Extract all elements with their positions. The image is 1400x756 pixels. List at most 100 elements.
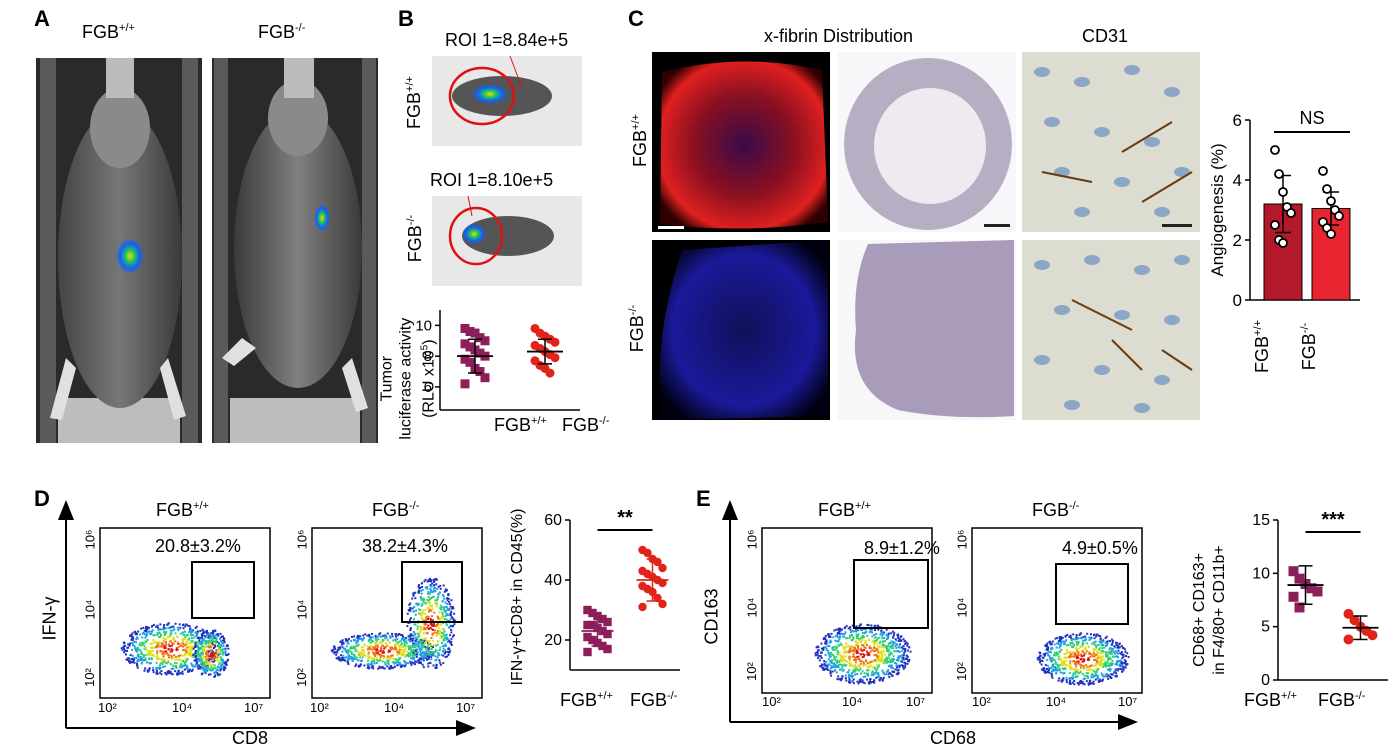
xfibrin-ihc-wt: [838, 52, 1016, 232]
mouse-image-wt: [36, 58, 202, 443]
y-tick-label: 8: [424, 348, 432, 365]
data-point: [1294, 602, 1305, 613]
data-point: [603, 644, 612, 654]
flow-e-ko-pct: 4.9±0.5%: [1062, 538, 1138, 558]
flow-d-wt-xtick-3: 10⁷: [244, 700, 264, 715]
flow-d-xlabel: CD8: [232, 728, 269, 748]
flow-plot-d-ko: [311, 527, 483, 699]
panel-label-e: E: [696, 486, 711, 511]
data-point: [475, 367, 485, 377]
chart-d-ifng: 20 40 60 **: [544, 507, 680, 671]
data-point: [638, 602, 647, 612]
panel-label-c: C: [628, 6, 644, 31]
data-point: [1334, 211, 1344, 221]
data-point: [460, 379, 470, 389]
flow-e-wt-ytick-bot: 10²: [743, 662, 759, 681]
tumor-ko-side-label: FGB-/-: [405, 214, 426, 263]
data-point: [658, 578, 667, 588]
xfibrin-ihc-ko: [838, 240, 1016, 420]
flow-d-ko-ytick-mid: 10⁴: [294, 599, 310, 620]
y-tick-label: 0: [1233, 291, 1242, 310]
flow-e-wt-pct: 8.9±1.2%: [864, 538, 940, 558]
flow-e-ko-ytick-mid: 10⁴: [954, 597, 970, 618]
gate-box: [401, 561, 463, 623]
flow-axes-e: [722, 500, 1138, 730]
cd31-stain-ko: [1022, 240, 1200, 420]
xfibrin-fluorescence-wt: [652, 52, 830, 232]
data-point: [1288, 591, 1299, 602]
data-point: [588, 620, 597, 630]
flow-e-ko-title: FGB-/-: [1032, 500, 1080, 520]
panel-c-wt-side-label: FGB+/+: [629, 114, 650, 167]
chart-d-xlabel-wt: FGB+/+: [560, 690, 613, 710]
flow-d-ko-ytick-top: 10⁶: [294, 529, 310, 550]
y-tick-label: 6: [1233, 111, 1242, 130]
chart-e-ylabel: CD68+ CD163+ in F4/80+ CD11b+: [1191, 545, 1228, 675]
y-tick-label: 20: [544, 632, 562, 649]
flow-d-wt-pct: 20.8±3.2%: [155, 536, 241, 556]
panel-label-a: A: [34, 6, 50, 31]
data-point: [603, 617, 612, 627]
panel-c-ko-side-label: FGB-/-: [627, 304, 648, 353]
chart-b-luciferase: 6 8 10: [415, 310, 580, 411]
data-point: [465, 357, 475, 367]
data-point: [658, 563, 667, 573]
data-point: [653, 557, 662, 567]
data-point: [1286, 208, 1296, 218]
panel-a-ko-title: FGB-/-: [258, 22, 306, 42]
data-point: [1306, 583, 1317, 594]
chart-c-xlabel-wt: FGB+/+: [1251, 320, 1272, 373]
gate-box: [853, 559, 929, 629]
flow-d-ko-pct: 38.2±4.3%: [362, 536, 448, 556]
flow-e-ko-ytick-top: 10⁶: [954, 529, 970, 550]
cd31-stain-wt: [1022, 52, 1200, 232]
flow-d-ylabel: IFN-γ: [39, 596, 60, 641]
data-point: [583, 647, 592, 657]
roi-wt-label: ROI 1=8.84e+5: [445, 30, 569, 50]
data-point: [1278, 238, 1288, 248]
flow-d-ko-title: FGB-/-: [372, 500, 420, 520]
y-tick-label: 40: [544, 572, 562, 589]
panel-label-b: B: [398, 6, 414, 31]
flow-e-wt-xtick-2: 10⁴: [842, 694, 863, 709]
data-point: [1312, 586, 1323, 597]
chart-e-xlabel-ko: FGB-/-: [1318, 690, 1366, 710]
chart-d-ylabel: IFN-γ+CD8+ in CD45(%): [509, 508, 526, 686]
flow-d-wt-title: FGB+/+: [156, 500, 209, 520]
data-point: [583, 605, 592, 615]
panel-c-header-xfibrin: x-fibrin Distribution: [764, 26, 914, 46]
mouse-image-ko: [212, 58, 378, 443]
flow-e-xlabel: CD68: [930, 728, 977, 748]
data-point: [1270, 145, 1280, 155]
chart-e-xlabel-wt: FGB+/+: [1244, 690, 1297, 710]
flow-e-ko-xtick-2: 10⁴: [1046, 694, 1067, 709]
data-point: [465, 327, 475, 337]
data-point: [475, 333, 485, 343]
chart-c-angiogenesis: 0 2 4 6 NS: [1233, 108, 1360, 310]
chart-d-xlabel-ko: FGB-/-: [630, 690, 678, 710]
flow-plot-e-ko: [971, 527, 1143, 694]
data-point: [1367, 630, 1378, 641]
tumor-wt-side-label: FGB+/+: [403, 76, 424, 129]
data-point: [653, 593, 662, 603]
flow-d-wt-ytick-top: 10⁶: [82, 529, 98, 550]
significance-label: **: [617, 507, 633, 529]
flow-d-wt-xtick-1: 10²: [98, 700, 117, 715]
flow-axes-d: [58, 500, 476, 736]
panel-label-d: D: [34, 486, 50, 511]
data-point: [1326, 196, 1336, 206]
data-point: [583, 620, 592, 630]
y-tick-label: 4: [1233, 171, 1242, 190]
data-point: [1294, 573, 1305, 584]
data-point: [1349, 615, 1360, 626]
chart-c-ylabel: Angiogenesis (%): [1208, 143, 1227, 277]
data-point: [460, 323, 470, 333]
data-point: [1274, 169, 1284, 179]
chart-b-ylabel: Tumor luciferase activity (RLU x105): [378, 317, 438, 440]
data-point: [643, 548, 652, 558]
flow-d-wt-ytick-bot: 10²: [81, 668, 97, 687]
data-point: [1343, 608, 1354, 619]
data-point: [1343, 634, 1354, 645]
flow-e-wt-title: FGB+/+: [818, 500, 871, 520]
flow-e-wt-xtick-3: 10⁷: [906, 694, 926, 709]
